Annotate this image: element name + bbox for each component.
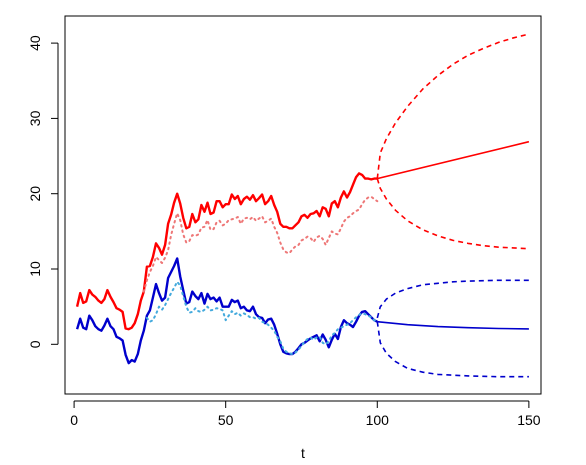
series-line-2 (142, 195, 379, 293)
y-axis: 0 10 20 30 40 (27, 35, 59, 348)
series-line-4 (145, 280, 379, 356)
plot-frame (64, 15, 542, 395)
x-tick-label: 0 (70, 412, 78, 428)
x-tick-label: 100 (366, 412, 390, 428)
y-tick-label: 20 (27, 186, 43, 202)
y-tick-label: 30 (27, 110, 43, 126)
series-line-1 (75, 172, 378, 331)
series-layer (75, 33, 530, 378)
series-line-10 (376, 321, 529, 378)
x-axis: 0 50 100 150 (70, 400, 541, 428)
series-line-5 (377, 140, 530, 180)
series-line-9 (376, 279, 529, 319)
x-tick-label: 50 (218, 412, 234, 428)
y-tick-label: 10 (27, 261, 43, 277)
y-tick-label: 0 (27, 340, 43, 348)
series-line-8 (377, 320, 529, 330)
series-line-7 (376, 178, 529, 250)
series-line-6 (376, 33, 530, 179)
x-tick-label: 150 (517, 412, 541, 428)
x-axis-label: t (301, 445, 305, 461)
y-tick-label: 40 (27, 35, 43, 51)
